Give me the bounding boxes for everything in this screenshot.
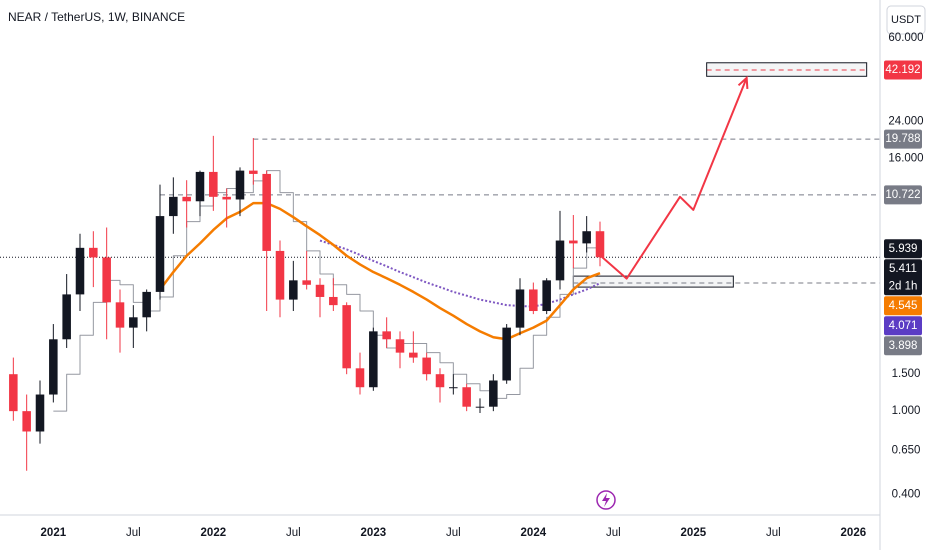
candle-body xyxy=(369,331,378,388)
price-tag-label: 4.545 xyxy=(889,300,918,312)
zone xyxy=(706,62,868,77)
candle-body xyxy=(395,339,405,353)
candle-body xyxy=(449,387,458,389)
y-tick-label: 16.000 xyxy=(888,152,923,164)
candle-body xyxy=(35,394,45,432)
candle-body xyxy=(382,331,391,340)
candle-body xyxy=(489,380,498,407)
candle-body xyxy=(75,247,85,295)
candle-body xyxy=(9,374,18,412)
candle-body xyxy=(329,296,338,306)
countdown-label: 2d 1h xyxy=(889,280,918,292)
candle-body xyxy=(222,196,231,200)
x-tick-label: Jul xyxy=(446,527,461,539)
plot-area xyxy=(0,62,880,471)
candle-body xyxy=(102,257,111,303)
candle-body xyxy=(542,280,551,312)
y-tick-label: 24.000 xyxy=(888,116,923,128)
x-tick-label: 2021 xyxy=(41,527,67,539)
candle-body xyxy=(595,231,605,258)
candle-body xyxy=(502,327,511,381)
candle-body xyxy=(302,280,311,285)
event-bolt[interactable] xyxy=(602,493,610,507)
price-tag xyxy=(884,129,922,149)
event-icon[interactable] xyxy=(596,490,616,510)
candle-body xyxy=(209,171,218,197)
x-tick-label: 2025 xyxy=(681,527,707,539)
x-tick-label: Jul xyxy=(126,527,141,539)
candle-body xyxy=(182,196,191,202)
price-tag xyxy=(884,60,922,80)
x-tick-label: Jul xyxy=(286,527,301,539)
candle-body xyxy=(49,339,58,395)
candle-body xyxy=(422,357,431,375)
candle-body xyxy=(129,317,138,328)
price-tag xyxy=(884,336,922,356)
candle-body xyxy=(62,294,71,340)
x-tick-label: Jul xyxy=(766,527,781,539)
price-tag xyxy=(884,316,922,336)
moving-average xyxy=(159,201,601,341)
y-tick-label: 60.000 xyxy=(888,32,923,44)
x-tick-label: Jul xyxy=(606,527,621,539)
price-tag-label: 4.071 xyxy=(889,320,918,332)
candle-body xyxy=(235,170,245,200)
price-tag-label: 3.898 xyxy=(889,340,918,352)
y-tick-label: 0.650 xyxy=(892,444,921,456)
candle-body xyxy=(195,171,205,202)
price-tag xyxy=(884,296,922,316)
candle-body xyxy=(155,216,165,292)
y-tick-label: 0.400 xyxy=(892,489,921,501)
candle-body xyxy=(262,173,271,251)
candle-body xyxy=(555,240,565,281)
candle-body xyxy=(289,280,298,300)
price-tag-label: 19.788 xyxy=(885,133,920,145)
candle-body xyxy=(355,368,365,388)
candle-body xyxy=(475,406,485,408)
price-tag xyxy=(884,185,922,205)
price-tag xyxy=(884,259,922,296)
candle-body xyxy=(435,374,445,388)
candle-body xyxy=(342,305,351,369)
y-tick-label: 1.000 xyxy=(892,405,921,417)
price-tag-label: 5.939 xyxy=(889,243,918,255)
x-tick-label: 2023 xyxy=(361,527,387,539)
candle-body xyxy=(529,289,538,312)
candle-body xyxy=(315,284,325,297)
x-tick-label: 2022 xyxy=(201,527,227,539)
arrowhead xyxy=(737,75,749,89)
candle-body xyxy=(169,196,178,217)
candle-body xyxy=(515,289,525,328)
price-tag-label: 10.722 xyxy=(885,189,920,201)
candle-body xyxy=(582,231,591,244)
candle-body xyxy=(275,250,285,300)
moving-average xyxy=(319,239,601,308)
candle-body xyxy=(569,240,578,244)
candle-body xyxy=(89,247,98,258)
projection-path xyxy=(599,77,748,280)
candle-body xyxy=(249,170,258,174)
x-tick-label: 2024 xyxy=(521,527,547,539)
price-tag-label: 5.411 xyxy=(889,263,917,275)
candle-body xyxy=(142,291,151,318)
candle-body xyxy=(22,411,31,432)
chart-title: NEAR / TetherUS, 1W, BINANCE xyxy=(8,10,185,24)
price-tag xyxy=(884,239,922,259)
candle-body xyxy=(115,302,125,328)
price-tag-label: 42.192 xyxy=(885,64,920,76)
candle-body xyxy=(409,352,418,358)
y-tick-label: 1.500 xyxy=(892,368,921,380)
currency-label[interactable]: USDT xyxy=(891,14,921,26)
currency-button[interactable] xyxy=(886,5,926,35)
x-tick-label: 2026 xyxy=(841,527,867,539)
candle-body xyxy=(462,387,471,407)
